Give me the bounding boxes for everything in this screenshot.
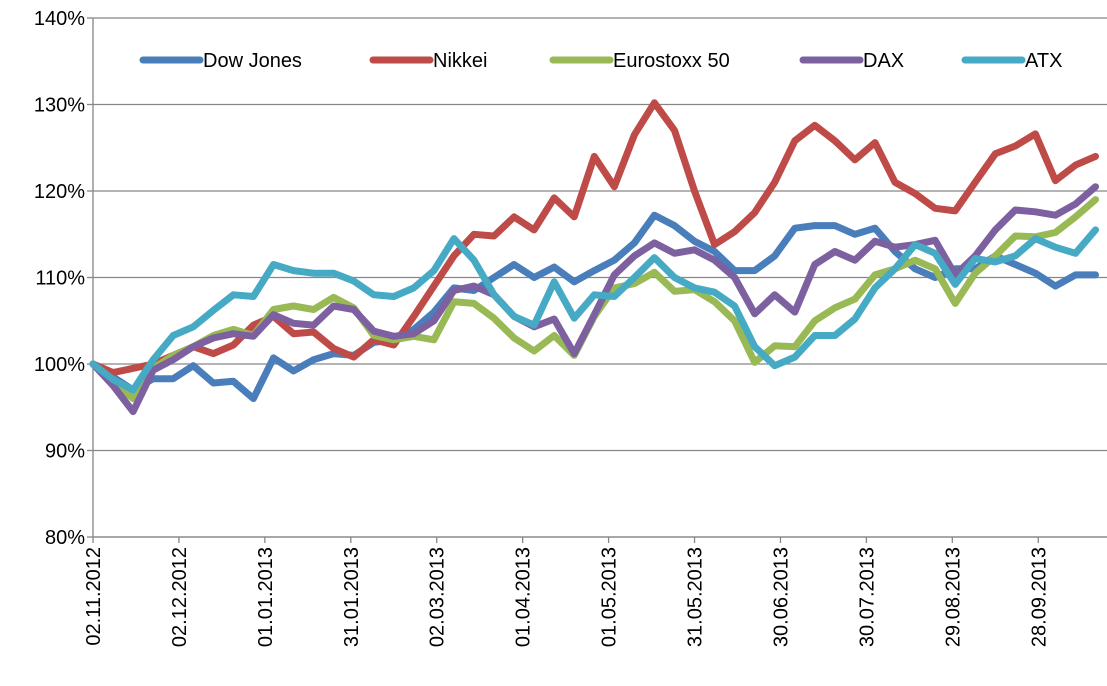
y-tick-label: 90% bbox=[45, 441, 85, 463]
series-line bbox=[89, 183, 1099, 416]
x-tick-label: 29.08.2013 bbox=[942, 547, 964, 647]
legend-label: Dow Jones bbox=[203, 50, 302, 72]
x-tick-label: 02.03.2013 bbox=[427, 547, 449, 647]
x-tick-label: 02.11.2012 bbox=[83, 547, 105, 646]
x-tick-label: 30.07.2013 bbox=[856, 547, 878, 647]
x-tick-label: 01.05.2013 bbox=[599, 547, 621, 647]
legend-label: Eurostoxx 50 bbox=[613, 50, 730, 72]
x-tick-label: 01.04.2013 bbox=[513, 547, 535, 647]
y-tick-label: 120% bbox=[34, 181, 85, 203]
y-tick-label: 80% bbox=[45, 527, 85, 549]
y-tick-label: 100% bbox=[34, 354, 85, 376]
x-tick-label: 28.09.2013 bbox=[1028, 547, 1050, 647]
series-line bbox=[89, 226, 1099, 394]
y-tick-label: 140% bbox=[34, 8, 85, 30]
x-tick-label: 30.06.2013 bbox=[770, 547, 792, 647]
x-tick-label: 31.05.2013 bbox=[685, 547, 707, 647]
legend-label: DAX bbox=[863, 50, 904, 72]
x-tick-label: 01.01.2013 bbox=[255, 547, 277, 647]
x-tick-label: 02.12.2012 bbox=[169, 547, 191, 647]
legend-label: Nikkei bbox=[433, 50, 487, 72]
x-tick-label: 31.01.2013 bbox=[341, 547, 363, 647]
y-tick-label: 130% bbox=[34, 95, 85, 117]
legend-label: ATX bbox=[1025, 50, 1062, 72]
y-tick-label: 110% bbox=[35, 268, 85, 290]
series-line bbox=[89, 211, 1099, 403]
